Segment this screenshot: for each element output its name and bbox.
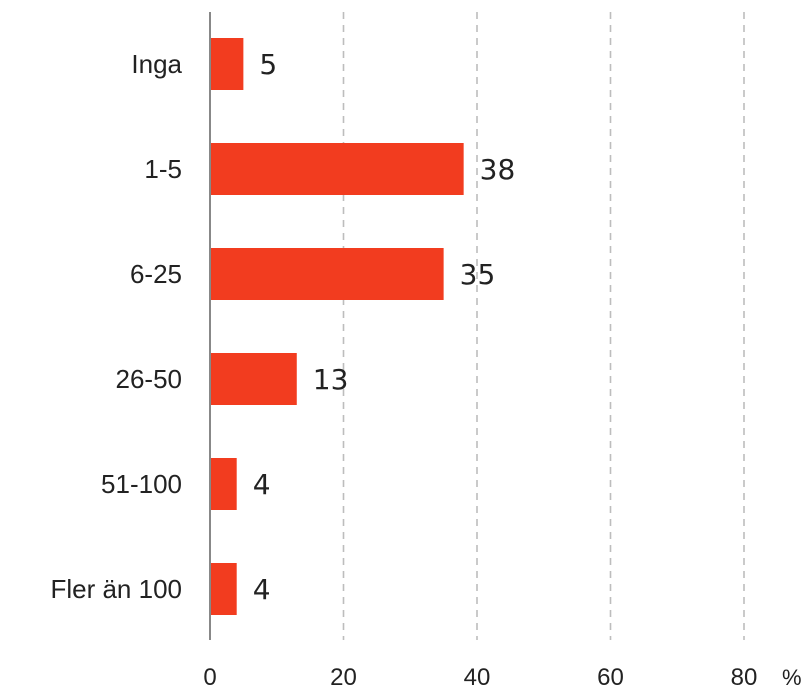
x-tick-label-40: 40 [464,664,491,687]
category-label-1: Inga [131,49,182,79]
bars [210,38,464,615]
bar-1 [210,38,244,90]
data-label-1: 5 [259,48,277,81]
category-label-2: 1-5 [144,154,182,184]
category-label-3: 6-25 [130,259,182,289]
data-label-2: 38 [480,153,516,186]
bar-3 [210,248,444,300]
bar-2 [210,143,464,195]
x-tick-label-20: 20 [330,664,357,687]
x-tick-labels: 0 20 40 60 80 [203,664,757,687]
category-label-4: 26-50 [116,364,183,394]
gridlines [342,12,745,640]
data-label-3: 35 [460,258,496,291]
x-tick-label-80: 80 [731,664,758,687]
x-unit-label: % [782,665,802,687]
bar-4 [210,353,297,405]
bar-5 [210,458,237,510]
data-label-6: 4 [253,573,271,606]
x-tick-label-60: 60 [597,664,624,687]
x-tick-label-0: 0 [203,664,216,687]
data-labels: 5 38 35 13 4 4 [253,48,516,606]
data-label-5: 4 [253,468,271,501]
category-label-5: 51-100 [101,469,182,499]
category-label-6: Fler än 100 [50,574,182,604]
bar-6 [210,563,237,615]
category-labels: Inga 1-5 6-25 26-50 51-100 Fler än 100 [50,49,182,604]
data-label-4: 13 [313,363,349,396]
